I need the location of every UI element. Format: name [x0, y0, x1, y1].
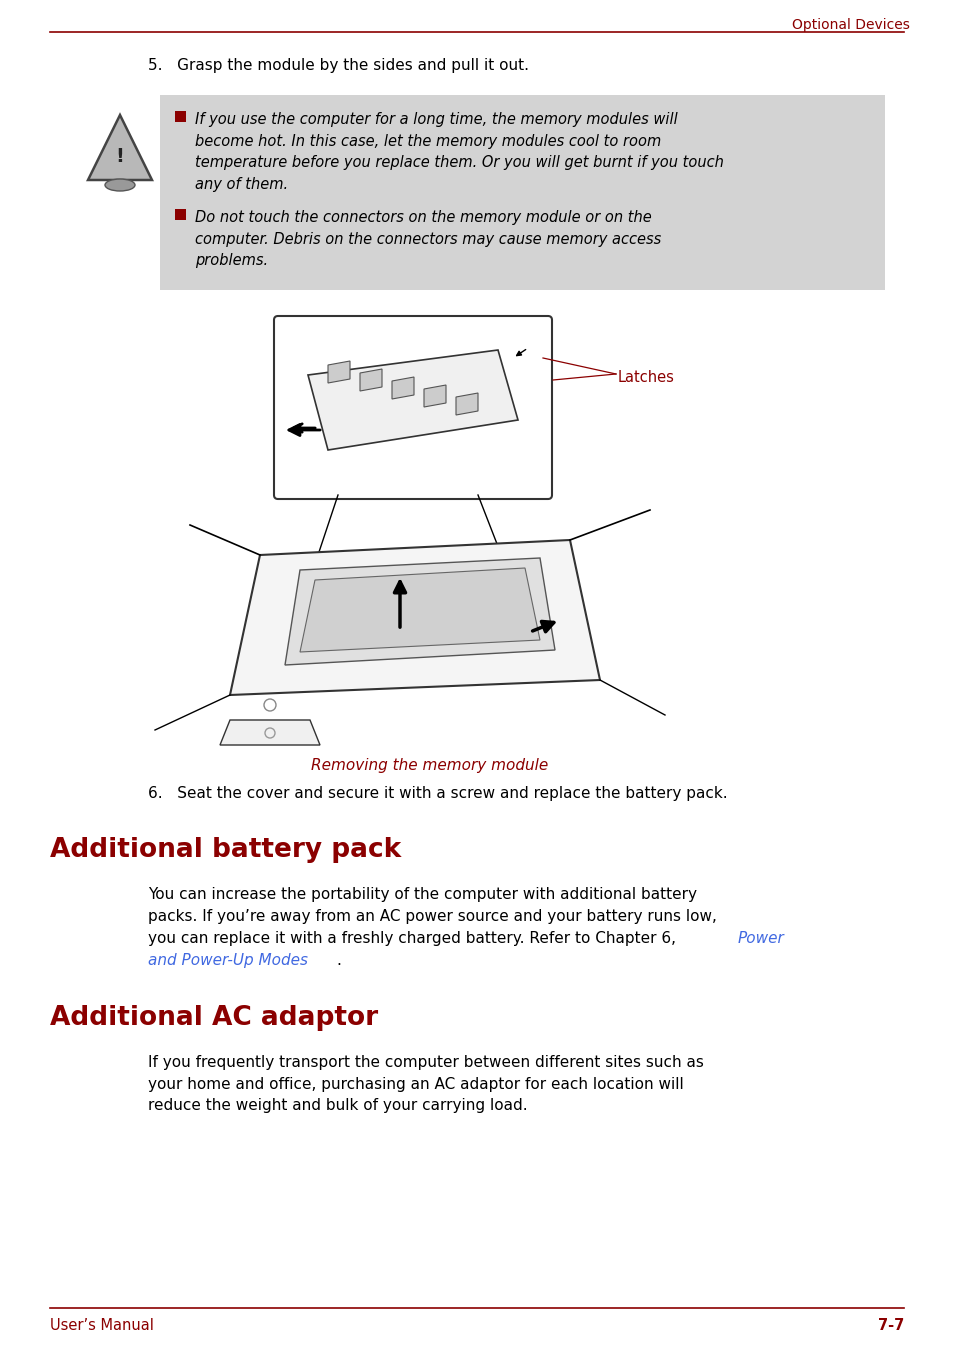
Bar — [174, 210, 186, 220]
Polygon shape — [328, 361, 350, 383]
Text: 6.   Seat the cover and secure it with a screw and replace the battery pack.: 6. Seat the cover and secure it with a s… — [148, 786, 727, 800]
Text: !: ! — [115, 147, 124, 166]
Bar — [174, 111, 186, 122]
Bar — [160, 95, 884, 289]
Text: Additional battery pack: Additional battery pack — [50, 837, 401, 863]
Polygon shape — [230, 539, 599, 695]
Text: Removing the memory module: Removing the memory module — [311, 758, 548, 773]
Polygon shape — [456, 393, 477, 415]
Ellipse shape — [105, 178, 135, 191]
Text: If you frequently transport the computer between different sites such as
your ho: If you frequently transport the computer… — [148, 1055, 703, 1113]
Polygon shape — [308, 350, 517, 450]
Text: packs. If you’re away from an AC power source and your battery runs low,: packs. If you’re away from an AC power s… — [148, 909, 716, 923]
Text: .: . — [335, 953, 340, 968]
Polygon shape — [285, 558, 555, 665]
Text: Latches: Latches — [618, 370, 674, 385]
Text: Optional Devices: Optional Devices — [791, 18, 909, 32]
FancyBboxPatch shape — [274, 316, 552, 499]
Text: you can replace it with a freshly charged battery. Refer to Chapter 6,: you can replace it with a freshly charge… — [148, 932, 680, 946]
Text: 5.   Grasp the module by the sides and pull it out.: 5. Grasp the module by the sides and pul… — [148, 58, 529, 73]
Polygon shape — [220, 721, 319, 745]
Polygon shape — [423, 385, 446, 407]
Text: User’s Manual: User’s Manual — [50, 1318, 153, 1333]
Text: If you use the computer for a long time, the memory modules will
become hot. In : If you use the computer for a long time,… — [194, 112, 723, 192]
Text: Do not touch the connectors on the memory module or on the
computer. Debris on t: Do not touch the connectors on the memor… — [194, 210, 660, 268]
Polygon shape — [88, 115, 152, 180]
Text: Power: Power — [738, 932, 784, 946]
Text: and Power-Up Modes: and Power-Up Modes — [148, 953, 308, 968]
Polygon shape — [299, 568, 539, 652]
Text: You can increase the portability of the computer with additional battery: You can increase the portability of the … — [148, 887, 697, 902]
Text: 7-7: 7-7 — [877, 1318, 903, 1333]
Polygon shape — [392, 377, 414, 399]
Text: Additional AC adaptor: Additional AC adaptor — [50, 1005, 377, 1032]
Polygon shape — [359, 369, 381, 391]
